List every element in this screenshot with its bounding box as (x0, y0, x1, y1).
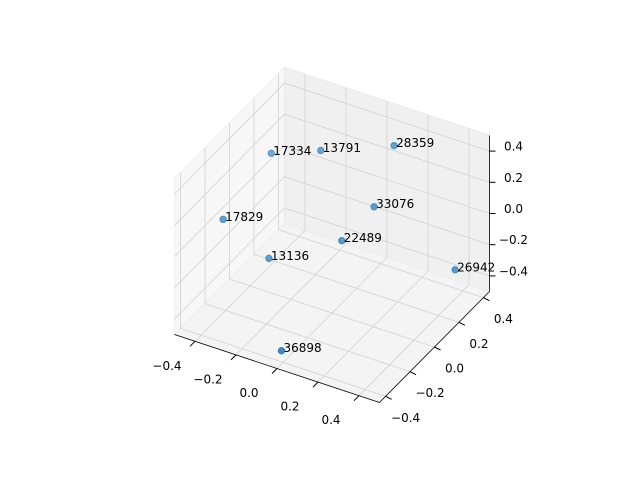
tick-mark (409, 371, 417, 376)
grid-line (284, 176, 490, 246)
point (219, 215, 227, 224)
tick-mark (353, 395, 360, 402)
point (265, 254, 273, 263)
z-tick-label: −0.4 (499, 264, 528, 278)
x-tick-label: 0.2 (280, 400, 299, 414)
grid-line (253, 253, 460, 323)
z-tick-label: 0.0 (504, 202, 523, 216)
point (338, 237, 346, 245)
tick-mark (312, 381, 319, 388)
point-label: 13791 (323, 141, 361, 155)
point (390, 141, 398, 150)
z-tick-label: 0.2 (504, 171, 523, 185)
grid-line (284, 145, 490, 214)
x-tick-label: −0.4 (152, 359, 181, 373)
grid-line (174, 207, 285, 320)
x-tick-label: −0.2 (193, 372, 222, 386)
tick-mark (458, 321, 466, 326)
z-tick-label: 0.4 (504, 140, 523, 154)
z-tick-label: −0.2 (499, 233, 528, 247)
grid-line (174, 145, 285, 257)
tick-mark (271, 368, 278, 374)
y-tick-label: 0.2 (469, 337, 488, 351)
grid-line (174, 176, 285, 288)
y-axis (379, 291, 490, 403)
point (370, 203, 378, 211)
tick-mark (434, 346, 441, 351)
grid-line (174, 82, 285, 195)
point-label: 17829 (225, 210, 263, 224)
point (277, 347, 286, 355)
x-tick-label: 0.0 (239, 386, 258, 400)
point-label: 17334 (273, 144, 311, 158)
grid-line (180, 327, 386, 397)
point-label: 13136 (271, 249, 309, 263)
point-label: 36898 (283, 341, 321, 355)
point-label: 28359 (396, 136, 434, 150)
tick-mark (483, 297, 490, 302)
point (267, 149, 275, 158)
x-tick-label: 0.4 (321, 413, 340, 427)
tick-mark (230, 354, 237, 361)
grid-line (174, 114, 285, 226)
point-label: 33076 (376, 197, 414, 211)
y-tick-label: 0.0 (445, 362, 464, 376)
point-label: 22489 (344, 231, 382, 245)
grid-line (284, 82, 490, 152)
tick-mark (189, 340, 196, 347)
grid-line (284, 207, 490, 277)
tick-mark (385, 395, 392, 400)
point (451, 266, 459, 274)
y-tick-label: 0.4 (494, 312, 513, 326)
grid-line (284, 113, 490, 183)
y-tick-label: −0.2 (415, 386, 444, 400)
x-axis (174, 334, 380, 403)
grid-line (204, 303, 411, 373)
y-tick-label: −0.4 (391, 411, 420, 425)
point-label: 26942 (457, 260, 495, 274)
grid-line (278, 229, 484, 299)
point (317, 146, 325, 155)
grid-line (229, 278, 435, 348)
